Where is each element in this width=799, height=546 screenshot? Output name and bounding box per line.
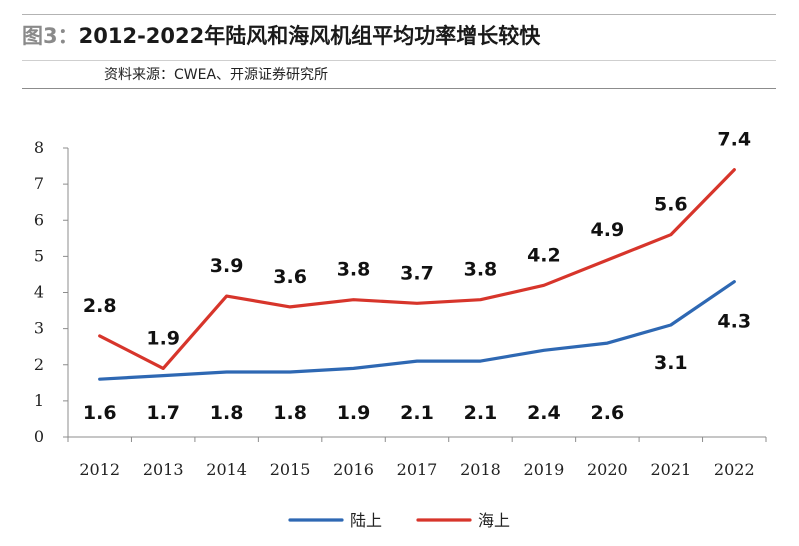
y-tick-label: 3 [34,319,44,338]
onshore-series-line [98,280,736,381]
onshore-data-label: 1.6 [83,402,117,424]
offshore-series-line [98,168,736,370]
offshore-data-label: 2.8 [83,295,117,317]
title-text: 2012-2022年陆风和海风机组平均功率增长较快 [78,24,541,48]
y-tick-label: 0 [34,427,44,446]
top-rule [22,14,776,15]
y-tick-label: 8 [34,138,44,157]
legend-label-onshore: 陆上 [350,511,382,530]
x-tick-label: 2017 [397,460,438,479]
y-tick-label: 1 [34,391,44,410]
y-tick-label: 6 [34,210,44,229]
offshore-data-label: 4.2 [527,244,561,266]
onshore-data-label: 2.1 [400,402,434,424]
onshore-data-label: 1.7 [146,402,180,424]
x-tick-label: 2018 [460,460,501,479]
onshore-data-label: 2.4 [527,402,561,424]
y-tick-label: 2 [34,355,44,374]
figure-title: 图3：2012-2022年陆风和海风机组平均功率增长较快 [22,20,540,50]
offshore-data-label: 4.9 [591,219,625,241]
chart-series-lines [98,168,736,381]
offshore-data-label: 3.8 [464,259,498,281]
x-tick-label: 2014 [206,460,247,479]
x-tick-label: 2020 [587,460,628,479]
x-tick-label: 2012 [79,460,120,479]
x-tick-label: 2016 [333,460,374,479]
header-bottom-rule [22,88,776,89]
title-rule [22,60,776,61]
offshore-data-label: 3.7 [400,262,434,284]
x-tick-label: 2022 [714,460,755,479]
figure-label: 图3： [22,24,79,48]
onshore-data-label: 2.1 [464,402,498,424]
legend-label-offshore: 海上 [478,511,510,530]
chart-data-labels: 1.6 1.7 1.8 1.8 1.9 2.1 2.1 2.4 2.6 3.1 4.3 2.8 1.9 3… [83,129,751,424]
offshore-data-label: 5.6 [654,194,688,216]
onshore-data-label: 3.1 [654,352,688,374]
source-note: 资料来源：CWEA、开源证券研究所 [104,67,329,83]
offshore-data-label: 1.9 [146,327,180,349]
chart-axes: 0 1 2 3 4 5 6 7 8 2012 2013 2014 2015 2016 2017 2018 201… [34,138,767,479]
onshore-data-label: 1.8 [210,402,244,424]
x-tick-label: 2013 [143,460,184,479]
offshore-data-label: 7.4 [717,129,751,151]
onshore-data-label: 1.8 [273,402,307,424]
onshore-data-label: 1.9 [337,402,371,424]
x-tick-label: 2021 [650,460,691,479]
offshore-data-label: 3.6 [273,266,307,288]
onshore-data-label: 2.6 [591,402,625,424]
offshore-data-label: 3.9 [210,255,244,277]
x-tick-label: 2019 [524,460,565,479]
y-tick-label: 4 [34,283,44,302]
chart-legend: 陆上 海上 [288,511,510,530]
x-tick-label: 2015 [270,460,311,479]
y-tick-label: 5 [34,246,44,265]
offshore-data-label: 3.8 [337,259,371,281]
y-tick-label: 7 [34,174,44,193]
onshore-data-label: 4.3 [717,311,751,333]
